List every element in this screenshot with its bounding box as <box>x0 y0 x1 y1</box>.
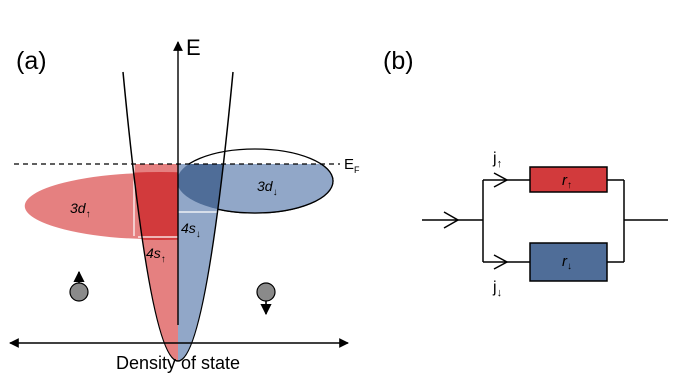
band-3d-down-label: 3d↓ <box>257 178 278 198</box>
panel-a: (a) <box>9 35 360 373</box>
panel-b-label: (b) <box>383 47 414 75</box>
fermi-level-label: EF <box>344 156 360 175</box>
current-spin-up-label: j↑ <box>492 150 502 170</box>
resistor-spin-up-label: r↑ <box>562 172 572 191</box>
electron-spin-down-icon <box>256 282 276 316</box>
bottom-branch-arrow-icon <box>493 254 509 270</box>
electron-spin-up-icon <box>69 270 89 302</box>
current-spin-down-label: j↓ <box>492 279 502 299</box>
panel-a-label: (a) <box>16 47 47 75</box>
panel-b: (b) r↑ r↓ j↑ j↓ <box>383 47 668 299</box>
dos-parabola <box>122 71 234 362</box>
band-4s-down-label: 4s↓ <box>181 220 201 240</box>
band-3d-up-label: 3d↑ <box>70 200 91 220</box>
top-branch-arrow-icon <box>493 172 509 188</box>
dos-axis-label: Density of state <box>116 353 240 373</box>
resistor-spin-up <box>529 166 608 193</box>
resistor-spin-down <box>529 242 608 282</box>
input-arrow-icon <box>443 211 460 229</box>
energy-axis-label: E <box>186 35 201 60</box>
resistor-spin-down-label: r↓ <box>562 253 572 272</box>
band-4s-up-label: 4s↑ <box>146 245 166 265</box>
